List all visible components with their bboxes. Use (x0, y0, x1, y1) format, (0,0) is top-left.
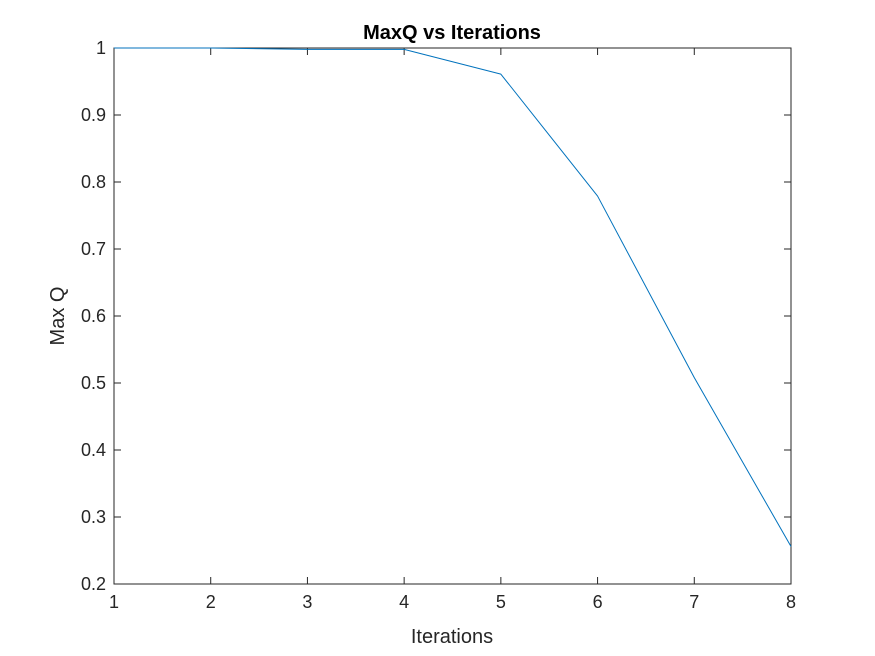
plot-area (113, 47, 792, 585)
y-tick-label: 0.2 (81, 574, 106, 594)
y-tick-label: 0.3 (81, 507, 106, 527)
x-tick-label: 6 (593, 592, 603, 612)
x-axis-label: Iterations (411, 626, 493, 648)
y-tick-label: 0.4 (81, 440, 106, 460)
y-tick-label: 1 (96, 38, 106, 58)
x-tick-label: 8 (786, 592, 796, 612)
y-tick-label: 0.5 (81, 373, 106, 393)
y-tick-label: 0.6 (81, 306, 106, 326)
x-tick-label: 5 (496, 592, 506, 612)
series-line-maxq (114, 47, 792, 547)
ticks: 1 2 3 4 5 6 7 8 0.2 0.3 0.4 0.5 0.6 0.7 0.8 0.9 1 (81, 38, 796, 612)
chart-title: MaxQ vs Iterations (363, 22, 541, 44)
y-axis-label: Max Q (47, 287, 69, 346)
x-tick-label: 2 (206, 592, 216, 612)
y-tick-label: 0.9 (81, 105, 106, 125)
y-tick-label: 0.7 (81, 239, 106, 259)
series-layer (114, 47, 792, 547)
x-tick-label: 1 (109, 592, 119, 612)
y-tick-label: 0.8 (81, 172, 106, 192)
x-tick-label: 7 (689, 592, 699, 612)
x-tick-label: 4 (399, 592, 409, 612)
x-tick-label: 3 (302, 592, 312, 612)
